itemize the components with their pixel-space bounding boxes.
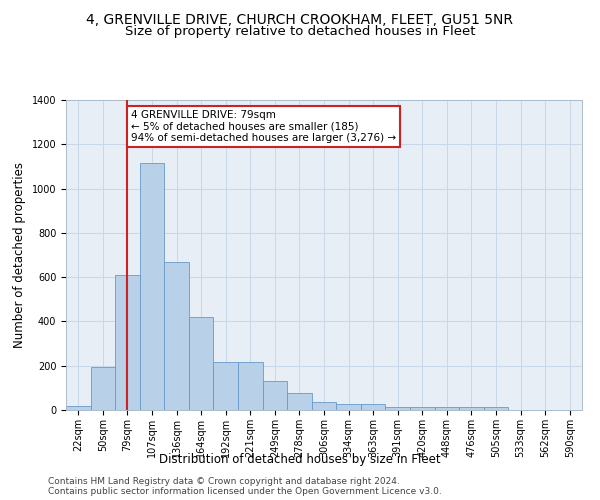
Bar <box>287 394 312 410</box>
Bar <box>410 407 434 410</box>
Text: Contains HM Land Registry data © Crown copyright and database right 2024.: Contains HM Land Registry data © Crown c… <box>48 478 400 486</box>
Bar <box>312 402 336 410</box>
Bar <box>140 163 164 410</box>
Text: Distribution of detached houses by size in Fleet: Distribution of detached houses by size … <box>159 452 441 466</box>
Bar <box>238 362 263 410</box>
Bar <box>459 407 484 410</box>
Bar <box>91 367 115 410</box>
Bar <box>115 275 140 410</box>
Text: Size of property relative to detached houses in Fleet: Size of property relative to detached ho… <box>125 25 475 38</box>
Bar <box>164 262 189 410</box>
Bar <box>214 362 238 410</box>
Bar <box>263 381 287 410</box>
Text: Contains public sector information licensed under the Open Government Licence v3: Contains public sector information licen… <box>48 488 442 496</box>
Bar <box>336 404 361 410</box>
Bar <box>434 407 459 410</box>
Text: 4 GRENVILLE DRIVE: 79sqm
← 5% of detached houses are smaller (185)
94% of semi-d: 4 GRENVILLE DRIVE: 79sqm ← 5% of detache… <box>131 110 396 143</box>
Bar <box>189 317 214 410</box>
Bar <box>361 404 385 410</box>
Y-axis label: Number of detached properties: Number of detached properties <box>13 162 26 348</box>
Bar <box>484 407 508 410</box>
Bar <box>66 406 91 410</box>
Bar <box>385 407 410 410</box>
Text: 4, GRENVILLE DRIVE, CHURCH CROOKHAM, FLEET, GU51 5NR: 4, GRENVILLE DRIVE, CHURCH CROOKHAM, FLE… <box>86 12 514 26</box>
